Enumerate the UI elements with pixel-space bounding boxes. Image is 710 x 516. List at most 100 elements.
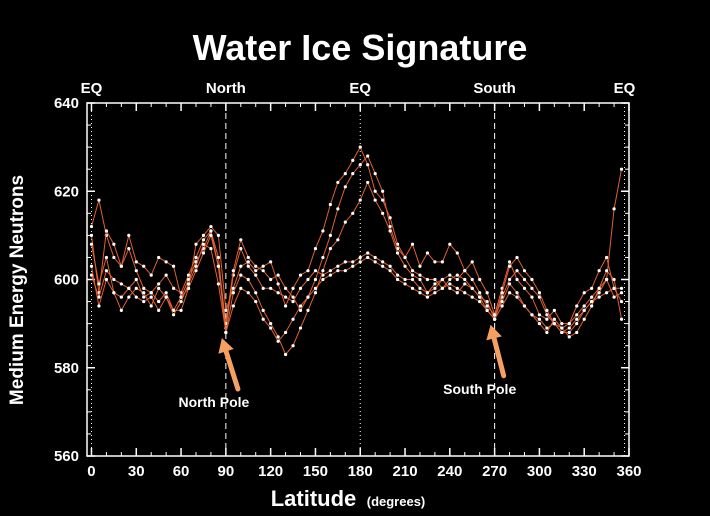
data-point [134,260,138,264]
data-point [381,198,385,202]
annotation-arrow-shaft-1 [491,335,507,379]
data-point [157,286,161,290]
data-point [306,277,310,282]
data-point [127,295,131,299]
y-tick-label: 580 [54,360,79,377]
data-point [186,277,191,282]
data-point [575,322,579,326]
data-point [186,273,191,277]
data-point [455,277,459,282]
data-point [186,282,191,286]
data-point [373,189,377,193]
data-point [261,317,265,321]
data-point [470,295,474,299]
reference-label-2: EQ [349,80,371,97]
series-1 [89,145,624,326]
data-point [381,211,385,215]
data-point [336,269,340,273]
data-point [269,277,273,282]
data-point [179,295,183,299]
data-point [351,158,355,162]
reference-label-0: EQ [81,80,103,97]
data-point [448,273,452,277]
x-tick-label: 180 [348,463,373,480]
data-point [157,255,161,260]
data-point [395,273,400,277]
data-point [328,202,332,207]
data-point [500,291,504,295]
x-tick-label: 270 [482,463,507,480]
data-point [507,291,512,295]
data-point [239,238,243,242]
data-point [306,308,310,312]
x-tick-label: 360 [616,463,641,480]
data-point [515,295,519,299]
data-point [194,242,198,246]
data-point [605,269,609,273]
data-point [470,286,474,290]
data-point [179,308,183,312]
data-point [418,277,422,282]
data-point [321,255,325,260]
data-point [127,286,131,290]
annotation-label-0: North Pole [179,394,250,410]
data-point [597,295,601,299]
top-labels: EQ North EQ South EQ [81,80,636,97]
data-point [381,260,385,264]
data-point [186,286,191,290]
data-point [463,282,467,286]
data-point [552,308,556,312]
x-tick-label: 210 [393,463,418,480]
data-point [612,277,616,282]
data-point [142,295,146,299]
data-point [612,295,616,299]
data-point [515,255,519,260]
data-point [328,269,332,273]
data-point [328,273,332,277]
data-point [418,286,422,290]
data-point [291,317,295,321]
data-point [410,286,415,290]
data-point [507,277,512,282]
data-point [418,291,422,295]
data-point [567,322,571,326]
data-point [575,304,579,308]
data-point [418,264,422,268]
data-point [179,299,183,304]
data-point [366,163,370,167]
x-tick-label: 60 [173,463,190,480]
data-point [493,313,497,317]
data-point [381,189,385,193]
data-point [560,330,564,335]
data-point [388,269,392,273]
series-group [89,145,624,357]
data-point [358,163,362,167]
data-point [254,291,258,295]
data-point [194,255,198,260]
data-point [403,255,407,260]
data-point [351,172,355,176]
data-point [537,291,542,295]
data-point [313,286,318,290]
x-axis-label-main: Latitude [271,486,357,511]
data-point [515,277,519,282]
data-point [231,286,235,290]
data-point [157,282,161,286]
data-point [522,269,527,273]
data-point [567,330,571,335]
data-point [127,247,131,251]
data-point [164,295,168,299]
data-point [485,291,489,295]
data-point [530,277,534,282]
data-point [328,233,332,237]
data-point [530,286,534,290]
data-point [239,286,243,290]
data-point [328,247,332,251]
data-point [343,260,347,264]
data-point [89,233,94,237]
y-tick-label: 560 [54,448,79,465]
data-point [149,291,153,295]
data-point [239,273,243,277]
data-point [478,299,482,304]
